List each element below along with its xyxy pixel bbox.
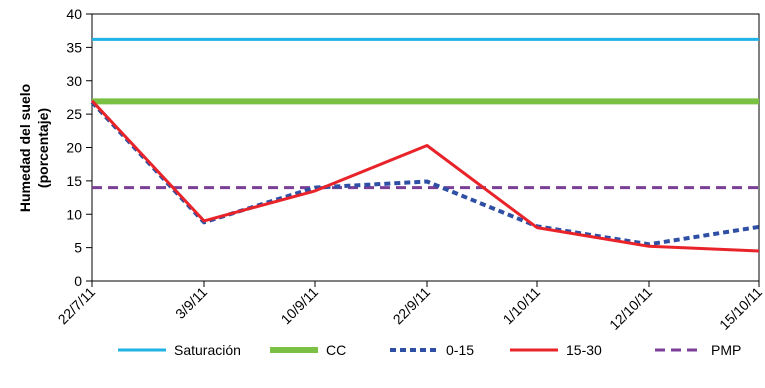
y-axis-ticks: 0 5 10 15 20 25 30 35 40 bbox=[66, 6, 92, 289]
x-tick-label: 3/9/11 bbox=[172, 284, 210, 322]
y-tick-label: 20 bbox=[66, 140, 82, 156]
x-tick-label: 15/10/11 bbox=[716, 284, 765, 333]
y-tick-label: 40 bbox=[66, 6, 82, 22]
y-axis-label-line-2: (porcentaje) bbox=[35, 108, 51, 188]
legend: Saturación CC 0-15 15-30 PMP bbox=[118, 342, 741, 358]
x-tick-label: 12/10/11 bbox=[606, 284, 655, 333]
y-tick-label: 25 bbox=[66, 106, 82, 122]
y-tick-label: 35 bbox=[66, 39, 82, 55]
series-line-15-30 bbox=[90, 99, 760, 253]
y-tick-label: 30 bbox=[66, 73, 82, 89]
x-tick-label: 10/9/11 bbox=[278, 284, 322, 328]
y-axis-label-line-1: Humedad del suelo bbox=[17, 84, 33, 212]
y-tick-label: 10 bbox=[66, 206, 82, 222]
legend-label: PMP bbox=[711, 342, 741, 358]
legend-label: 0-15 bbox=[446, 342, 474, 358]
legend-label: CC bbox=[326, 342, 346, 358]
series-line-0-15 bbox=[90, 100, 760, 247]
y-tick-label: 15 bbox=[66, 173, 82, 189]
x-axis-ticks: 22/7/11 3/9/11 10/9/11 22/9/11 1/10/11 12/10/… bbox=[55, 281, 765, 333]
y-tick-label: 5 bbox=[74, 240, 82, 256]
legend-label: 15-30 bbox=[566, 342, 602, 358]
y-tick-label: 0 bbox=[74, 273, 82, 289]
x-tick-label: 22/7/11 bbox=[55, 284, 99, 328]
legend-label: Saturación bbox=[174, 342, 241, 358]
x-tick-label: 22/9/11 bbox=[390, 284, 434, 328]
series-layer bbox=[90, 37, 760, 253]
x-tick-label: 1/10/11 bbox=[500, 284, 544, 328]
